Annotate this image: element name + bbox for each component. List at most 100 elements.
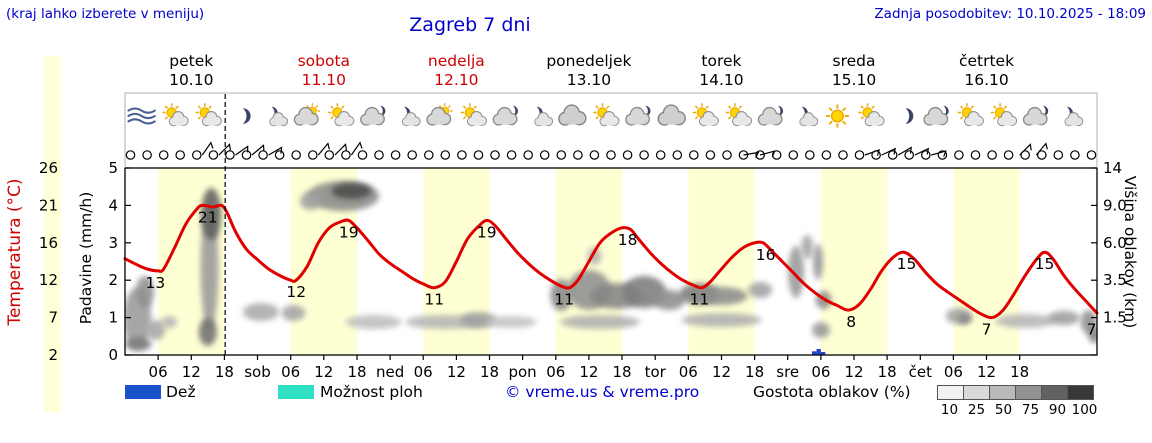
precipitation-tick: 1 [108,309,118,327]
x-axis-tick-label: ned [376,363,404,381]
weather-cloud-icon [657,104,686,126]
wind-barb [218,143,231,156]
density-value: 100 [1071,402,1098,418]
wind-circle [274,150,285,160]
density-value: 10 [940,402,959,418]
x-axis-tick-label: sob [244,363,271,381]
day-name: nedelja [427,52,485,70]
cloud-height-tick: 6.0 [1103,234,1127,252]
x-axis-tick-label: 06 [414,363,433,381]
day-header: petek 10.10 [121,52,261,90]
rain-legend-label: Dež [166,383,196,401]
x-axis-tick-label: pon [508,363,536,381]
temperature-value-label: 8 [846,313,856,331]
precipitation-tick: 0 [108,346,118,364]
page-title: Zagreb 7 dni [409,14,531,36]
wind-circle [854,150,865,160]
weather-cloud-moon-icon [923,105,949,126]
wind-circle [490,150,500,160]
wind-barb [350,141,363,156]
cloud-density-scale [937,385,1094,400]
weather-sun-cloud-icon [957,103,985,127]
wind-circle [158,150,169,160]
x-axis-tick-label: 12 [182,363,201,381]
wind-circle [390,150,401,160]
density-swatch [1041,385,1068,400]
wind-barb [759,150,776,157]
weather-moon-cloud-icon [799,106,819,127]
x-axis-tick-label: 06 [546,363,565,381]
precipitation-tick: 3 [108,234,118,252]
weather-cloud-moon-icon [360,105,386,126]
density-value: 75 [1021,402,1040,418]
day-header: četrtek 16.10 [917,52,1057,90]
weather-cloud-sun-icon [293,103,321,126]
wind-circle [688,150,699,160]
axis-ticks [125,167,1097,360]
weather-moon-cloud-icon [401,106,421,127]
wind-circle [539,150,550,160]
weather-sun-cloud-icon [593,103,620,127]
weather-sun-cloud-icon [990,103,1018,127]
density-swatch [989,385,1016,400]
wind-circle [192,150,202,160]
wind-circle [225,150,235,160]
temperature-value-label: 11 [554,291,574,309]
wind-barb [914,147,930,156]
icon-row-frame [124,92,1098,168]
wind-circle [341,150,351,160]
weather-sun-cloud-icon [858,103,885,127]
left-accent-strip [44,56,61,412]
day-date: 12.10 [434,71,479,89]
rain-bar [812,351,817,355]
day-name: sobota [297,52,351,70]
temperature-value-label: 12 [286,283,306,301]
rain-legend-swatch [125,385,161,399]
x-axis-tick-label: 06 [944,363,963,381]
wind-circle [1053,150,1064,160]
cloud-height-tick: 14 [1103,159,1122,177]
day-date: 14.10 [699,71,744,89]
temperature-value-label: 11 [690,291,710,309]
x-axis-tick-label: čet [909,363,932,381]
last-update-timestamp: Zadnja posodobitev: 10.10.2025 - 18:09 [874,6,1146,22]
x-axis-tick-label: 12 [579,363,598,381]
weather-moon-cloud-icon [534,106,554,127]
day-name: četrtek [958,52,1015,70]
temperature-tick: 12 [39,271,58,289]
wind-barb [1019,143,1032,156]
density-value: 50 [994,402,1013,418]
weather-sun-cloud-icon [195,103,222,127]
wind-circle [1070,150,1080,160]
wind-symbols [125,141,1097,160]
wind-barb [235,145,249,156]
density-value: 25 [967,402,986,418]
day-date: 16.10 [964,71,1009,89]
wind-circle [1086,150,1097,160]
temperature-value-label: 7 [1087,321,1097,339]
weather-fog-icon [127,107,156,125]
temperature-curve [123,203,1099,320]
cloud-height-tick: 1.5 [1103,309,1127,327]
wind-circle [1003,150,1014,160]
wind-barb [251,144,265,156]
wind-circle [987,150,997,160]
temperature-value-label: 18 [618,231,638,249]
wind-circle [473,150,484,160]
wind-barb [1035,142,1048,156]
x-axis-tick-label: 12 [844,363,863,381]
wind-circle [838,150,848,160]
temperature-tick: 26 [39,159,58,177]
temperature-value-label: 13 [146,274,166,292]
x-axis-tick-label: tor [645,363,667,381]
weather-cloud-moon-icon [492,105,519,126]
credit-link[interactable]: © vreme.us & vreme.pro [505,383,700,401]
rain-bar [816,349,821,355]
wind-barb [317,142,330,156]
showers-legend-label: Možnost ploh [320,383,423,401]
day-name: sreda [832,52,876,70]
weather-sun-cloud-icon [162,103,189,127]
day-date: 13.10 [566,71,612,89]
weather-cloud-moon-icon [1022,105,1049,126]
day-name: petek [169,52,214,70]
